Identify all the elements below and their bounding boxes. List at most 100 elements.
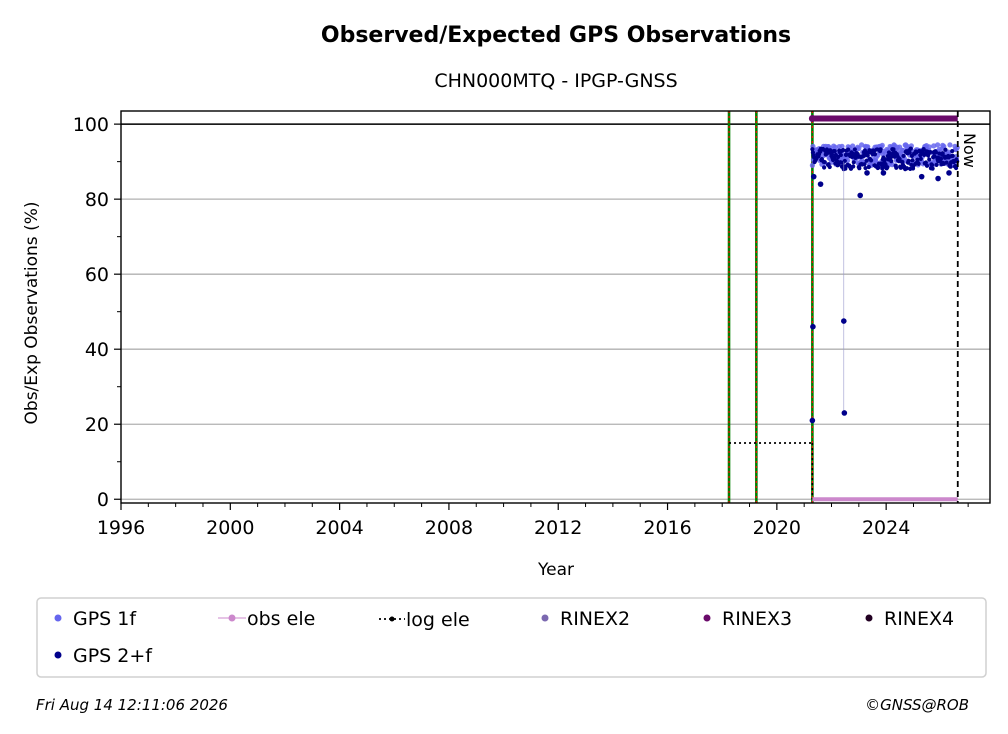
gps-2f-outlier-point xyxy=(809,417,816,424)
y-axis-label: Obs/Exp Observations (%) xyxy=(22,202,42,425)
gps-2f-point xyxy=(829,152,835,157)
gps-2f-point xyxy=(948,164,953,169)
y-tick-label: 0 xyxy=(97,489,109,511)
gps-2f-outlier-point xyxy=(841,318,847,324)
gps-2f-outlier-point xyxy=(810,173,817,180)
legend-label-rinex2: RINEX2 xyxy=(560,608,630,630)
legend-label-rinex3: RINEX3 xyxy=(722,608,792,630)
gps-2f-point xyxy=(894,165,899,170)
gps-2f-point xyxy=(838,152,843,158)
gps-2f-point xyxy=(866,164,871,170)
gps-1f-point xyxy=(839,143,845,149)
x-tick-label: 2012 xyxy=(534,517,582,539)
legend-marker-obs-ele xyxy=(228,614,236,622)
gps-2f-outlier-point xyxy=(810,323,816,330)
gps-1f-point xyxy=(935,142,941,148)
gps-2f-point xyxy=(882,157,888,162)
gps-2f-point xyxy=(851,160,856,165)
legend-label-log-ele: log ele xyxy=(406,609,470,631)
gps-2f-point xyxy=(842,158,847,164)
gps-2f-point xyxy=(924,163,930,168)
y-tick-label: 100 xyxy=(73,114,109,136)
gps-2f-point xyxy=(824,147,830,152)
legend-marker-gps-1f xyxy=(54,614,62,622)
legend-marker-rinex3 xyxy=(703,614,711,622)
y-tick-label: 20 xyxy=(85,414,109,436)
gps-2f-point xyxy=(872,152,878,157)
gps-2f-point xyxy=(827,164,832,170)
legend-label-gps-2f: GPS 2+f xyxy=(73,645,153,667)
gps-2f-point xyxy=(928,149,933,155)
legend-marker-rinex4 xyxy=(865,614,873,622)
legend-label-gps-1f: GPS 1f xyxy=(73,608,137,630)
gps-1f-point xyxy=(947,142,953,148)
gps-2f-point xyxy=(950,153,955,158)
gps-2f-outlier-point xyxy=(864,170,870,176)
gps-2f-point xyxy=(834,158,840,164)
gps-1f-point xyxy=(904,143,911,150)
x-tick-label: 2004 xyxy=(315,517,363,539)
axes: 0 20 40 60 80 100 1996 2000 2004 2008 2012 2016 2020… xyxy=(73,110,991,539)
plot-frame xyxy=(120,110,991,504)
gps-2f-point xyxy=(822,165,827,170)
gps-2f-point xyxy=(944,160,949,165)
gps-2f-outlier-point xyxy=(918,173,925,180)
y-tick-label: 60 xyxy=(85,264,109,286)
gps-2f-point xyxy=(864,158,869,163)
gps-1f-point xyxy=(832,144,838,150)
legend-label-obs-ele: obs ele xyxy=(247,608,315,630)
gps-2f-outlier-point xyxy=(817,181,824,187)
gps-2f-point xyxy=(901,153,906,159)
gps-2f-point xyxy=(852,147,857,152)
gps-2f-point xyxy=(929,163,935,168)
legend-frame xyxy=(36,597,987,678)
y-tick-label: 40 xyxy=(85,339,109,361)
gps-2f-point xyxy=(868,158,874,163)
gps-2f-point xyxy=(843,166,848,171)
chart-subtitle: CHN000MTQ - IPGP-GNSS xyxy=(434,70,677,92)
rinex3-start-point xyxy=(808,115,816,123)
gps-2f-outlier-point xyxy=(935,175,941,182)
gps-1f-point xyxy=(850,143,856,149)
gps-2f-point xyxy=(910,158,915,163)
gps-2f-point xyxy=(918,156,923,161)
gps-1f-point xyxy=(858,142,865,148)
gps-2f-point xyxy=(916,161,921,167)
gps-2f-outlier-point xyxy=(841,410,848,416)
gps-2f-point xyxy=(923,160,928,165)
gps-2f-point xyxy=(862,162,867,167)
gps-2f-point xyxy=(832,149,837,154)
x-tick-label: 2016 xyxy=(643,517,691,539)
x-tick-label: 1996 xyxy=(97,517,145,539)
x-tick-label: 2008 xyxy=(425,517,473,539)
gps-2f-point xyxy=(846,147,851,152)
gps-2f-point xyxy=(885,165,890,170)
legend-marker-rinex2 xyxy=(541,614,549,622)
gps-2f-outlier-point xyxy=(946,170,952,176)
gps-1f-point xyxy=(941,143,947,149)
gps-1f-point xyxy=(926,144,932,150)
gps-2f-point xyxy=(851,164,856,169)
gps-1f-point xyxy=(856,145,862,152)
gps-2f-point xyxy=(927,157,932,162)
gps-1f-point xyxy=(931,143,937,149)
legend: GPS 1f obs ele log ele RINEX2 RINEX3 RIN… xyxy=(36,597,987,678)
gps-2f-point xyxy=(933,150,939,155)
gps-2f-point xyxy=(878,147,883,152)
plot-area: Now xyxy=(121,111,990,503)
gps-2f-point xyxy=(908,146,913,151)
legend-label-rinex4: RINEX4 xyxy=(884,608,954,630)
gps-2f-outlier-point xyxy=(880,170,887,176)
gps-2f-point xyxy=(934,162,939,167)
gps-2f-point xyxy=(907,150,912,155)
gps-1f-point xyxy=(879,142,885,149)
gps-2f-point xyxy=(822,159,827,165)
footer-credit: ©GNSS@ROB xyxy=(865,696,969,714)
chart-title: Observed/Expected GPS Observations xyxy=(321,23,791,48)
gps-2f-point xyxy=(938,156,944,161)
gps-2f-outlier-point xyxy=(857,192,863,199)
y-tick-label: 80 xyxy=(85,189,109,211)
grid-lines xyxy=(121,123,990,500)
gps-2f-point xyxy=(915,157,920,162)
